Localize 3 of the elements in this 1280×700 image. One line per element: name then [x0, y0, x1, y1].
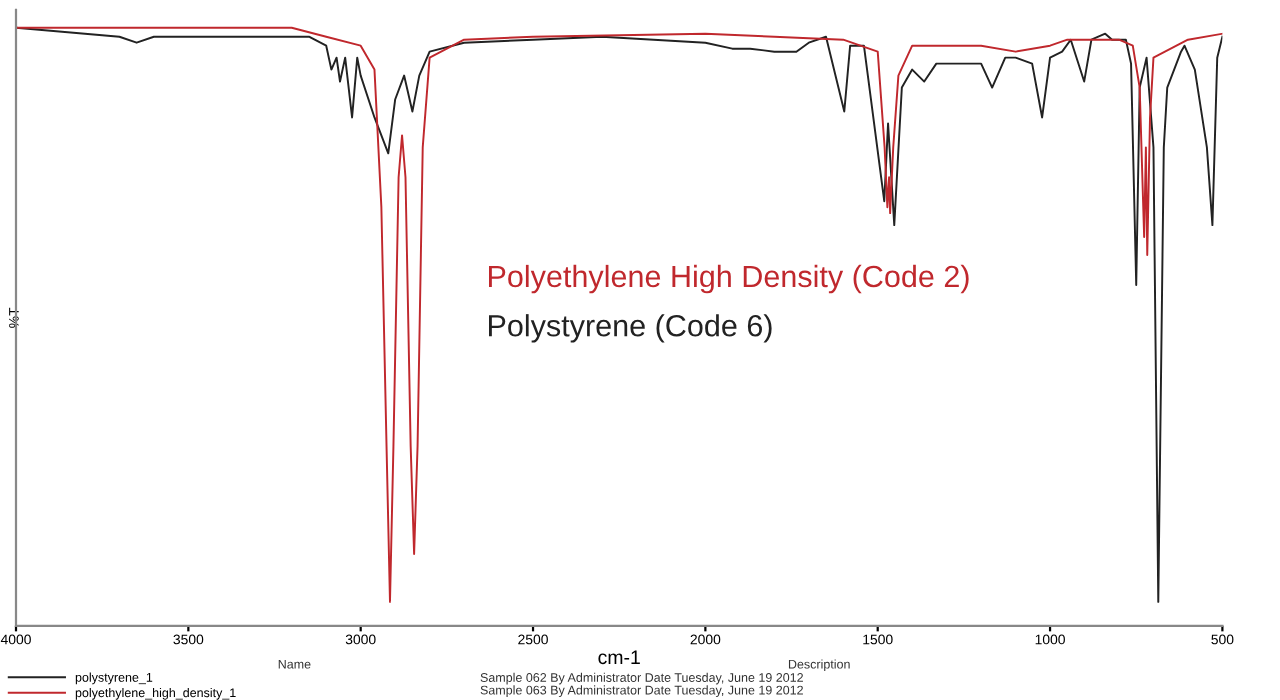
x-axis-title: cm-1 — [598, 650, 640, 665]
annotation: Polystyrene (Code 6) — [489, 314, 772, 343]
annotation: Polyethylene High Density (Code 2) — [489, 264, 969, 294]
